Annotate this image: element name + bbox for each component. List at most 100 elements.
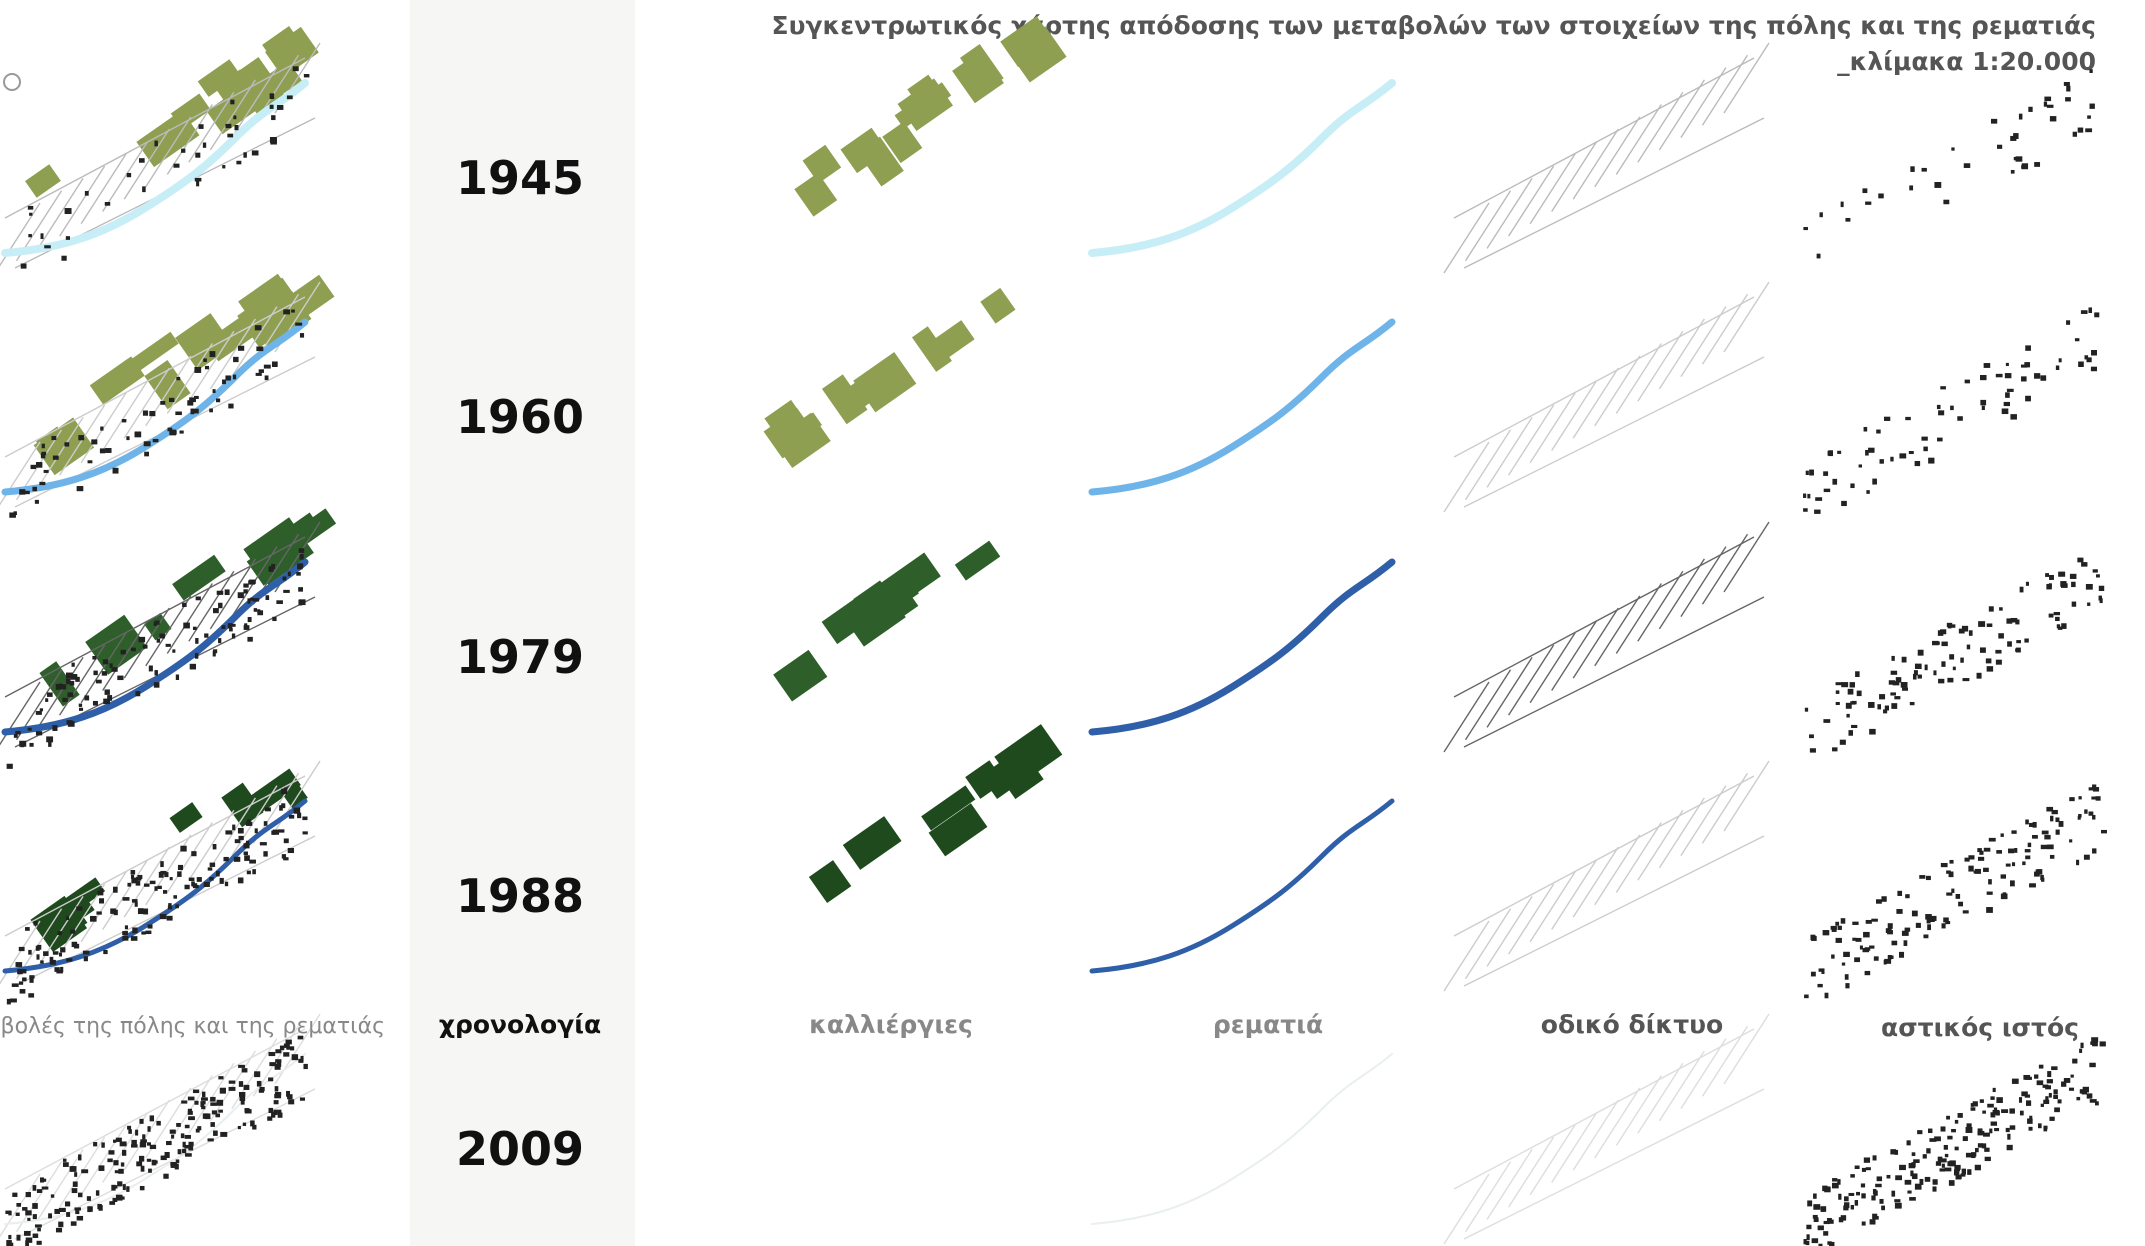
building: [1966, 1127, 1973, 1133]
building: [287, 1094, 293, 1099]
building: [221, 625, 225, 629]
building: [2072, 1059, 2077, 1064]
building: [159, 634, 165, 639]
building: [2066, 86, 2070, 92]
building: [2011, 170, 2015, 174]
road: [1530, 872, 1575, 942]
building: [53, 456, 59, 460]
building: [21, 263, 27, 268]
building: [65, 208, 72, 214]
building: [1956, 894, 1961, 899]
building: [264, 821, 268, 826]
building: [220, 1132, 227, 1137]
building: [2065, 97, 2071, 101]
building: [25, 1210, 31, 1215]
building: [1823, 930, 1830, 935]
building: [247, 871, 251, 875]
building: [203, 143, 206, 148]
building: [2015, 648, 2019, 651]
building: [1899, 1165, 1906, 1170]
building: [2025, 849, 2031, 852]
building: [247, 637, 252, 642]
column-label: καλλιέργιες: [809, 1010, 973, 1039]
map-cell: [1804, 784, 2107, 998]
building: [2006, 1128, 2010, 1132]
building: [93, 671, 97, 676]
building: [247, 819, 251, 824]
building: [1806, 471, 1809, 475]
building: [255, 828, 258, 833]
building: [275, 1086, 279, 1091]
building: [2083, 1087, 2089, 1093]
building: [1978, 621, 1985, 627]
road: [1724, 522, 1769, 592]
road: [1466, 1162, 1511, 1232]
building: [2079, 1049, 2082, 1053]
building: [1869, 946, 1874, 949]
road: [146, 835, 191, 905]
year-label: 1979: [456, 630, 584, 684]
building: [263, 851, 267, 856]
building: [2055, 617, 2060, 621]
road: [1444, 682, 1489, 752]
building: [294, 809, 300, 814]
road: [1530, 633, 1575, 703]
building: [272, 617, 276, 621]
building: [63, 1159, 67, 1162]
building: [1949, 1180, 1955, 1186]
building: [1985, 1157, 1991, 1161]
building: [43, 951, 48, 956]
map-sheet: Συγκεντρωτικός χάρτης απόδοσης των μεταβ…: [0, 0, 2145, 1246]
building: [1925, 1177, 1930, 1182]
building: [2099, 596, 2102, 601]
building: [2050, 116, 2056, 121]
building: [1944, 1168, 1951, 1172]
building: [147, 1142, 151, 1145]
building: [220, 1088, 226, 1094]
building: [2027, 1118, 2033, 1123]
building: [204, 882, 210, 887]
building: [1963, 910, 1969, 913]
building: [213, 844, 217, 849]
building: [1965, 858, 1970, 862]
column-label: ρεματιά: [1213, 1010, 1323, 1039]
building: [190, 664, 196, 670]
road: [1638, 810, 1683, 880]
building: [2013, 133, 2018, 139]
building: [2086, 584, 2093, 590]
building: [1957, 416, 1963, 421]
building: [1938, 1157, 1943, 1162]
building: [1852, 922, 1858, 925]
building: [1827, 1241, 1831, 1244]
building: [1888, 955, 1892, 959]
building: [2049, 583, 2052, 588]
building: [1862, 1168, 1866, 1172]
building: [1964, 163, 1970, 168]
building: [20, 989, 26, 994]
building: [167, 916, 173, 921]
building: [1910, 1171, 1913, 1177]
building: [1859, 464, 1862, 467]
building: [1902, 688, 1908, 691]
building: [1831, 954, 1834, 958]
building: [28, 728, 32, 731]
road: [1530, 393, 1575, 463]
building: [154, 670, 157, 675]
building: [1868, 702, 1874, 708]
building: [183, 623, 190, 629]
road: [1444, 203, 1489, 273]
building: [1993, 1088, 1996, 1092]
building: [1919, 1179, 1923, 1185]
building: [1925, 665, 1928, 671]
building: [1880, 459, 1884, 464]
road: [1659, 319, 1704, 389]
building: [81, 1169, 88, 1173]
building: [113, 887, 118, 893]
building: [122, 936, 128, 941]
building: [1806, 1225, 1811, 1229]
building: [1915, 461, 1921, 466]
building: [2008, 849, 2014, 854]
building: [203, 358, 207, 362]
building: [1896, 909, 1902, 914]
building: [1878, 193, 1883, 198]
